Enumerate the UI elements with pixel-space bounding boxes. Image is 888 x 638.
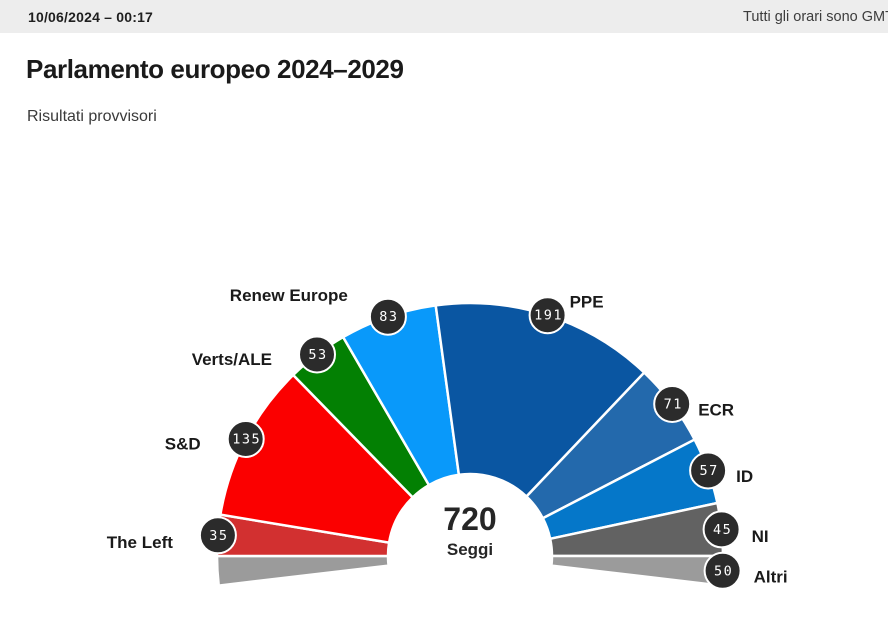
top-bar: 10/06/2024 – 00:17 Tutti gli orari sono … — [0, 0, 888, 33]
seat-badge-verts-ale: 53 — [298, 335, 336, 374]
seat-count-ppe: 191 — [534, 308, 563, 324]
seat-badge-s-d: 135 — [226, 420, 265, 458]
datetime-label: 10/06/2024 – 00:17 — [28, 8, 154, 25]
seat-count-verts-ale: 53 — [308, 347, 327, 363]
seat-count-id: 57 — [699, 463, 718, 479]
seat-count-ni: 45 — [713, 522, 732, 538]
group-label-id: ID — [736, 467, 753, 486]
group-label-ppe: PPE — [570, 293, 604, 312]
page-title: Parlamento europeo 2024–2029 — [26, 54, 404, 84]
seat-badge-renew-europe: 83 — [368, 297, 407, 336]
seat-badge-circle — [226, 420, 265, 458]
page-subtitle: Risultati provvisori — [27, 108, 157, 125]
group-label-s-d: S&D — [165, 435, 201, 454]
group-label-ni: NI — [752, 527, 769, 546]
seat-badge-circle — [689, 451, 728, 490]
seat-badge-circle — [298, 335, 336, 374]
seat-badge-ni: 45 — [702, 510, 741, 549]
seat-badge-circle — [653, 385, 692, 423]
group-label-altri: Altri — [754, 567, 788, 586]
seat-count-altri: 50 — [714, 563, 733, 579]
group-label-the-left: The Left — [107, 533, 173, 552]
seat-badge-circle — [528, 296, 567, 335]
group-label-ecr: ECR — [698, 401, 734, 420]
seat-badge-id: 57 — [689, 451, 728, 490]
seat-badge-altri: 50 — [703, 551, 742, 590]
seat-count-renew-europe: 83 — [379, 309, 398, 325]
seat-count-s-d: 135 — [232, 432, 261, 448]
seat-badge-circle — [368, 297, 407, 336]
seat-badge-ppe: 191 — [528, 296, 567, 335]
seat-count-ecr: 71 — [664, 397, 683, 413]
seat-badge-circle — [198, 516, 237, 555]
seat-badge-ecr: 71 — [653, 385, 692, 423]
group-label-renew-europe: Renew Europe — [230, 286, 348, 305]
seat-badge-circle — [702, 510, 741, 549]
seat-count-the-left: 35 — [209, 528, 228, 544]
seat-badge-circle — [703, 551, 742, 590]
sector-altri-left[interactable] — [215, 554, 390, 587]
seat-badge-the-left: 35 — [198, 516, 237, 555]
sector-s-d[interactable] — [219, 373, 414, 544]
sector-altri-right[interactable] — [550, 554, 725, 587]
timezone-note: Tutti gli orari sono GMT — [743, 8, 888, 25]
group-label-verts-ale: Verts/ALE — [192, 350, 272, 369]
sector-ppe[interactable] — [434, 301, 646, 498]
